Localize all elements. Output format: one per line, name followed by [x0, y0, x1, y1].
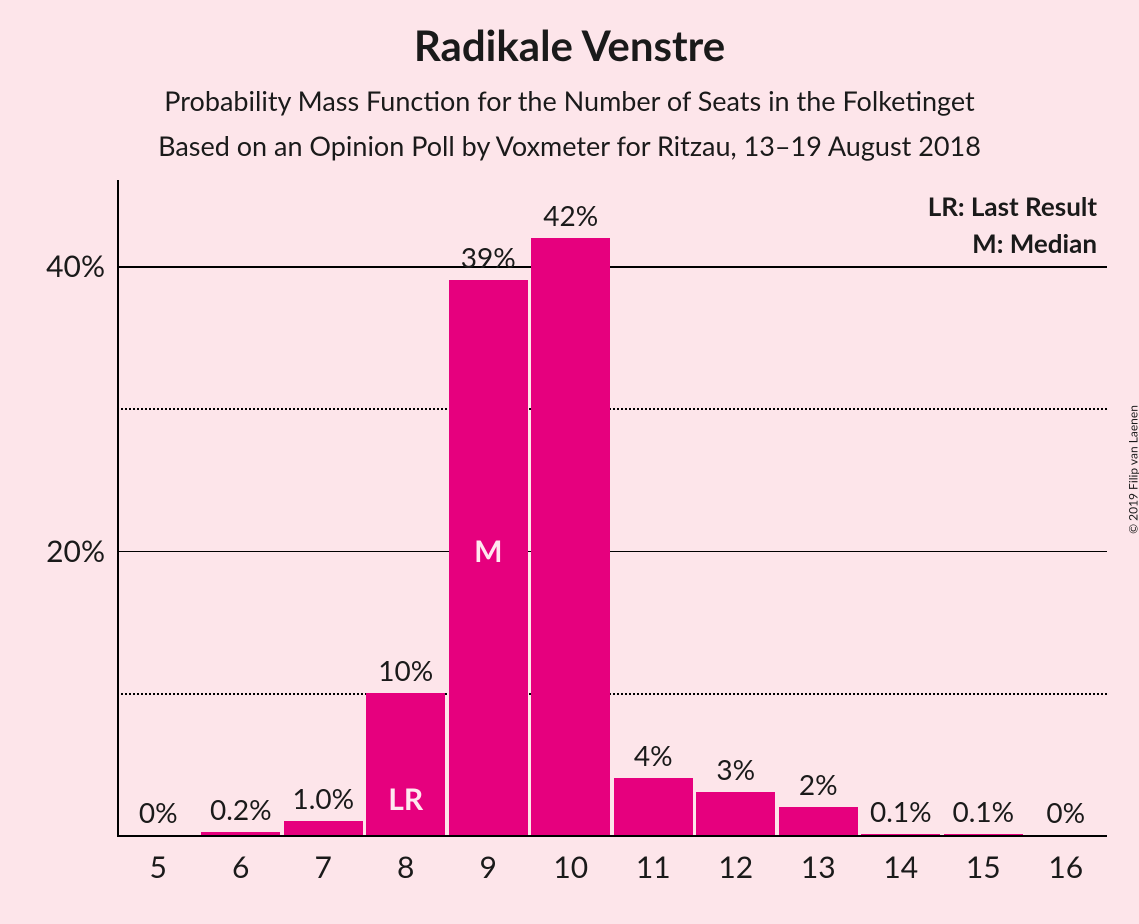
- bar-value-label: 0%: [139, 795, 178, 829]
- y-tick-label: 20%: [46, 533, 105, 569]
- x-tick-label: 10: [553, 849, 588, 885]
- gridline-major: [117, 551, 1107, 553]
- gridline-major: [117, 266, 1107, 268]
- bar: [614, 778, 693, 835]
- bar-value-label: 2%: [799, 767, 838, 801]
- chart-subtitle-1: Probability Mass Function for the Number…: [0, 84, 1139, 117]
- bar: [861, 834, 940, 835]
- x-tick-label: 6: [232, 849, 249, 885]
- bar-annotation: M: [474, 533, 502, 569]
- bar-value-label: 1.0%: [292, 781, 354, 815]
- bar: [531, 238, 610, 835]
- y-axis: [117, 180, 119, 835]
- x-axis: [117, 835, 1107, 837]
- bar: [944, 834, 1023, 835]
- x-tick-label: 5: [150, 849, 167, 885]
- copyright-text: © 2019 Filip van Laenen: [1126, 405, 1139, 534]
- x-tick-label: 9: [480, 849, 497, 885]
- x-tick-label: 7: [315, 849, 332, 885]
- bar-value-label: 42%: [543, 198, 598, 232]
- x-tick-label: 8: [397, 849, 414, 885]
- gridline-minor: [117, 408, 1107, 410]
- bar-value-label: 0%: [1046, 795, 1085, 829]
- bar-value-label: 4%: [634, 738, 673, 772]
- x-tick-label: 15: [966, 849, 1001, 885]
- x-tick-label: 11: [636, 849, 671, 885]
- x-tick-label: 13: [801, 849, 836, 885]
- bar-value-label: 0.2%: [210, 792, 272, 826]
- gridline-minor: [117, 693, 1107, 695]
- x-tick-label: 16: [1048, 849, 1083, 885]
- bar-annotation: LR: [388, 781, 423, 817]
- bar-value-label: 0.1%: [870, 794, 932, 828]
- bar-value-label: 10%: [378, 653, 433, 687]
- bar: [284, 821, 363, 835]
- bar: [779, 807, 858, 835]
- bar-value-label: 0.1%: [952, 794, 1014, 828]
- plot-area: 20%40%0%50.2%61.0%710%839%942%104%113%12…: [117, 195, 1107, 835]
- bar: [201, 832, 280, 835]
- bar: [696, 792, 775, 835]
- x-tick-label: 12: [718, 849, 753, 885]
- chart-title: Radikale Venstre: [0, 0, 1139, 70]
- bar-value-label: 39%: [461, 240, 516, 274]
- x-tick-label: 14: [883, 849, 918, 885]
- chart-subtitle-2: Based on an Opinion Poll by Voxmeter for…: [0, 129, 1139, 162]
- bar-value-label: 3%: [716, 752, 755, 786]
- y-tick-label: 40%: [46, 248, 105, 284]
- legend-lr: LR: Last Result: [928, 190, 1097, 222]
- legend-m: M: Median: [972, 227, 1097, 259]
